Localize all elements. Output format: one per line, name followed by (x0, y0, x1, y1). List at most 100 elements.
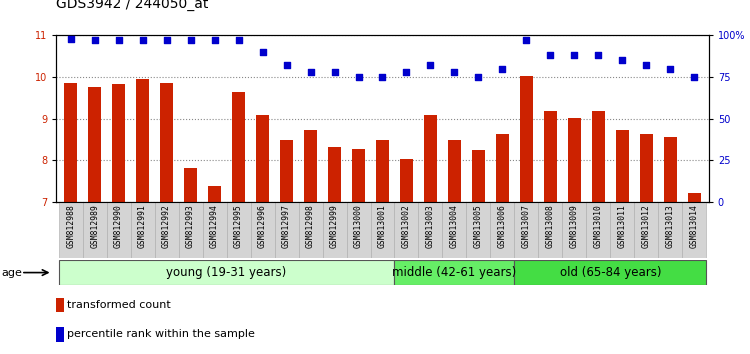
Point (400, 69, 412, 75)
Text: GSM812998: GSM812998 (306, 204, 315, 248)
Text: GSM813000: GSM813000 (354, 204, 363, 248)
Bar (442, 202, 466, 258)
Text: GSM812995: GSM812995 (234, 204, 243, 248)
Bar (251, 202, 274, 258)
Text: GSM813006: GSM813006 (498, 204, 507, 248)
Point (424, 63, 436, 68)
Bar (178, 202, 203, 258)
Bar (298, 202, 322, 258)
Point (664, 66, 676, 72)
Bar (130, 202, 154, 258)
Bar (112, 85, 125, 202)
Bar (394, 202, 418, 258)
Bar (514, 260, 706, 285)
Point (136, 38, 148, 43)
Text: GSM813011: GSM813011 (618, 204, 627, 248)
Text: young (19-31 years): young (19-31 years) (166, 266, 286, 279)
Point (352, 74, 364, 80)
Point (520, 38, 532, 43)
Text: GSM813013: GSM813013 (666, 204, 675, 248)
Bar (688, 193, 701, 202)
Text: GSM812991: GSM812991 (138, 204, 147, 248)
Bar (466, 202, 490, 258)
Text: GSM813003: GSM813003 (426, 204, 435, 248)
Bar (419, 202, 442, 258)
Point (112, 38, 125, 43)
Bar (640, 135, 653, 202)
Bar (58, 202, 82, 258)
Point (688, 74, 700, 80)
Text: GSM812996: GSM812996 (258, 204, 267, 248)
Bar (136, 79, 149, 202)
Point (448, 69, 460, 75)
Bar (232, 92, 245, 202)
Point (616, 57, 628, 63)
Bar (56, 297, 64, 312)
Point (376, 74, 388, 80)
Bar (562, 202, 586, 258)
Text: old (65-84 years): old (65-84 years) (560, 266, 662, 279)
Bar (82, 202, 106, 258)
Bar (370, 202, 394, 258)
Point (328, 69, 340, 75)
Bar (184, 168, 197, 202)
Bar (352, 149, 365, 202)
Point (232, 38, 244, 43)
Bar (658, 202, 682, 258)
Bar (154, 202, 178, 258)
Bar (280, 140, 293, 202)
Point (209, 38, 220, 43)
Bar (202, 202, 226, 258)
Text: GSM813014: GSM813014 (690, 204, 699, 248)
Text: GSM813005: GSM813005 (474, 204, 483, 248)
Bar (568, 118, 581, 202)
Bar (58, 260, 394, 285)
Bar (394, 260, 514, 285)
Text: GDS3942 / 244050_at: GDS3942 / 244050_at (56, 0, 208, 11)
Bar (304, 130, 317, 202)
Bar (448, 140, 461, 202)
Text: GSM812990: GSM812990 (114, 204, 123, 248)
Bar (520, 76, 533, 202)
Bar (208, 186, 221, 202)
Point (184, 38, 196, 43)
Point (64, 36, 76, 41)
Point (280, 63, 292, 68)
Bar (490, 202, 514, 258)
Text: GSM812993: GSM812993 (186, 204, 195, 248)
Text: GSM813009: GSM813009 (570, 204, 579, 248)
Text: GSM812992: GSM812992 (162, 204, 171, 248)
Point (304, 69, 316, 75)
Text: GSM813007: GSM813007 (522, 204, 531, 248)
Bar (274, 202, 298, 258)
Point (544, 52, 556, 58)
Bar (664, 137, 677, 202)
Bar (106, 202, 130, 258)
Bar (256, 115, 269, 202)
Text: GSM813010: GSM813010 (594, 204, 603, 248)
Bar (424, 115, 437, 202)
Text: GSM813004: GSM813004 (450, 204, 459, 248)
Bar (328, 147, 341, 202)
Text: GSM813002: GSM813002 (402, 204, 411, 248)
Text: GSM812989: GSM812989 (90, 204, 99, 248)
Bar (544, 111, 557, 202)
Text: GSM813012: GSM813012 (642, 204, 651, 248)
Bar (400, 159, 413, 202)
Bar (64, 83, 77, 202)
Text: GSM812999: GSM812999 (330, 204, 339, 248)
Text: percentile rank within the sample: percentile rank within the sample (68, 330, 255, 339)
Bar (514, 202, 538, 258)
Text: middle (42-61 years): middle (42-61 years) (392, 266, 517, 279)
Bar (586, 202, 610, 258)
Bar (610, 202, 634, 258)
Bar (376, 140, 389, 202)
Bar (472, 150, 485, 202)
Point (496, 66, 508, 72)
Bar (160, 83, 173, 202)
Text: GSM812994: GSM812994 (210, 204, 219, 248)
Point (256, 49, 268, 55)
Point (592, 52, 604, 58)
Bar (226, 202, 251, 258)
Bar (592, 111, 605, 202)
